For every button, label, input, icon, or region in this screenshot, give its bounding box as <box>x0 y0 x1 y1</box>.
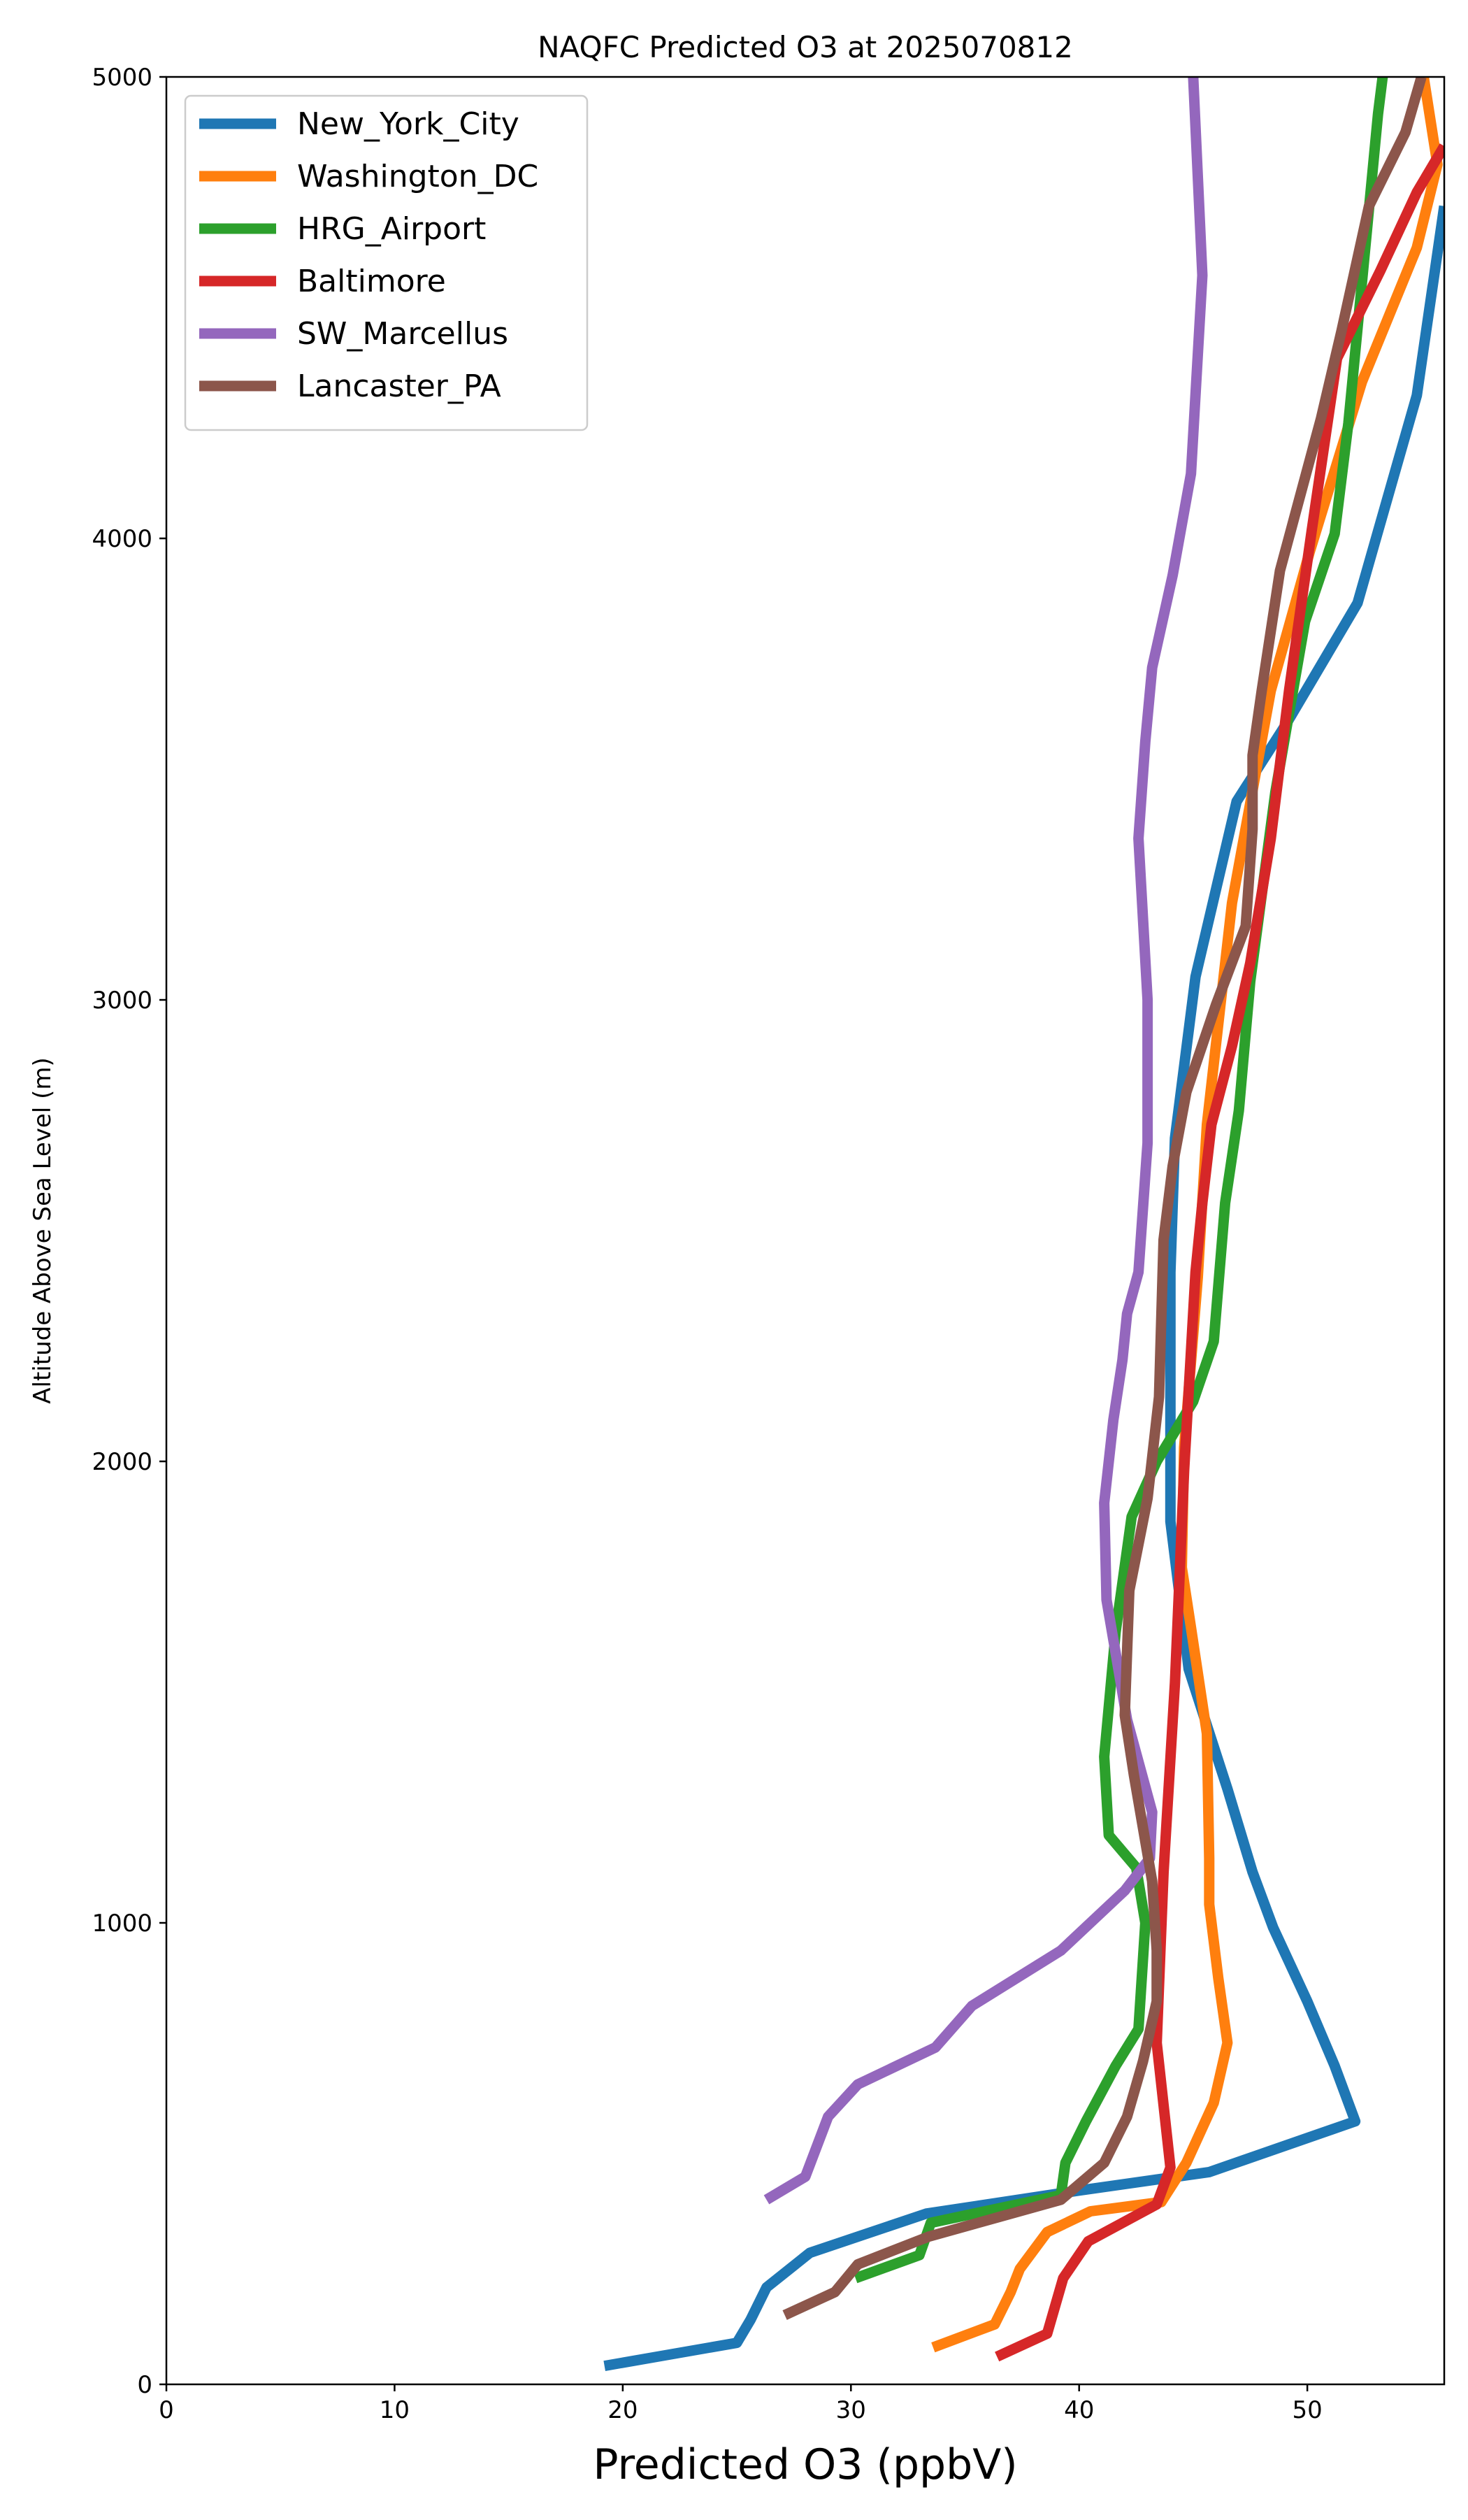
x-tick-label: 0 <box>159 2396 174 2424</box>
plot-frame <box>165 76 1446 2386</box>
y-tick-label: 1000 <box>92 1910 152 1938</box>
legend-label: Baltimore <box>297 264 446 299</box>
series-line-baltimore <box>995 143 1444 2362</box>
series-line-sw-marcellus <box>763 77 1208 2205</box>
x-axis-label: Predicted O3 (ppbV) <box>593 2440 1017 2489</box>
legend-label: Washington_DC <box>297 159 538 194</box>
y-tick-label: 5000 <box>92 64 152 92</box>
y-axis-label: Altitude Above Sea Level (m) <box>29 1057 57 1404</box>
legend-label: Lancaster_PA <box>297 368 501 404</box>
x-tick-label: 50 <box>1293 2396 1323 2424</box>
series-line-lancaster-pa <box>782 77 1427 2320</box>
legend: New_York_City Washington_DC HRG_Airport Bal… <box>184 94 589 431</box>
x-tick-label: 30 <box>836 2396 866 2424</box>
x-tick-label: 20 <box>607 2396 638 2424</box>
legend-label: SW_Marcellus <box>297 316 508 352</box>
y-tick-label: 3000 <box>92 987 152 1015</box>
legend-box <box>184 94 589 431</box>
chart-title: NAQFC Predicted O3 at 2025070812 <box>538 30 1073 64</box>
legend-label: New_York_City <box>297 106 519 142</box>
x-tick-label: 10 <box>380 2396 410 2424</box>
legend-label: HRG_Airport <box>297 211 486 247</box>
y-tick-label: 0 <box>137 2371 152 2399</box>
y-tick-label: 2000 <box>92 1448 152 1476</box>
x-tick-label: 40 <box>1064 2396 1094 2424</box>
series-line-new-york-city <box>603 205 1444 2371</box>
series-line-hrg-airport <box>854 77 1388 2284</box>
y-tick-label: 4000 <box>92 525 152 553</box>
